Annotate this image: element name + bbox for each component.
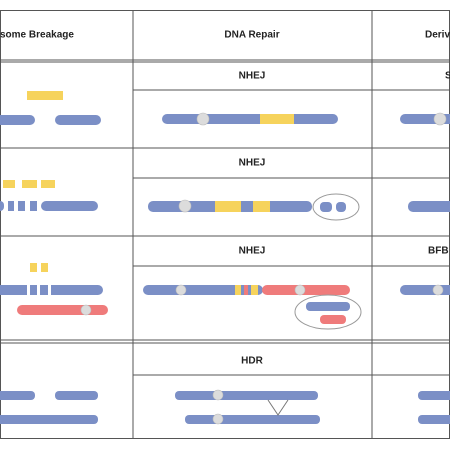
row1-art <box>0 91 450 126</box>
row3-art <box>0 263 450 330</box>
row4-art <box>0 389 450 425</box>
header-derived: Deriv <box>425 30 450 41</box>
repair-label: NHEJ <box>239 71 266 82</box>
repair-label: NHEJ <box>239 158 266 169</box>
row2-art <box>0 180 450 221</box>
header-breakage: some Breakage <box>0 30 74 41</box>
repair-label: HDR <box>241 356 263 367</box>
grid <box>0 10 450 439</box>
header-repair: DNA Repair <box>224 30 279 41</box>
derived-label: BFB <box>428 246 449 257</box>
repair-label: NHEJ <box>239 246 266 257</box>
derived-label: S <box>445 71 450 82</box>
